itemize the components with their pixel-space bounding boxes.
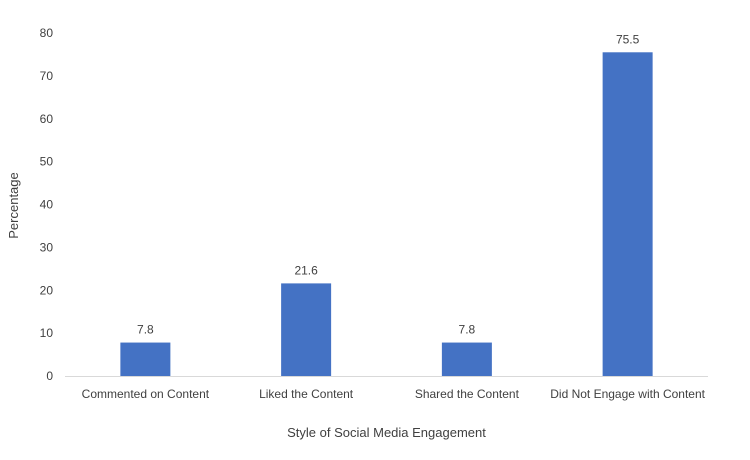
bar — [602, 52, 653, 376]
bar — [281, 283, 332, 376]
x-tick-label: Liked the Content — [259, 387, 354, 401]
bar — [120, 342, 171, 376]
x-tick-label: Did Not Engage with Content — [550, 387, 705, 401]
data-label: 75.5 — [616, 32, 640, 46]
y-tick-label: 0 — [46, 369, 53, 383]
bars-group — [120, 52, 653, 376]
y-tick-label: 70 — [40, 69, 54, 83]
data-label: 7.8 — [459, 323, 476, 337]
x-axis-title: Style of Social Media Engagement — [287, 425, 486, 440]
data-label: 7.8 — [137, 323, 154, 337]
y-tick-label: 30 — [40, 240, 54, 254]
y-tick-label: 50 — [40, 155, 54, 169]
y-tick-label: 20 — [40, 283, 54, 297]
y-tick-label: 60 — [40, 112, 54, 126]
data-label: 21.6 — [294, 263, 318, 277]
bar — [441, 342, 492, 376]
y-axis-ticks: 0 10 20 30 40 50 60 70 80 — [40, 26, 54, 383]
y-tick-label: 80 — [40, 26, 54, 40]
x-tick-label: Shared the Content — [415, 387, 520, 401]
data-labels-group: 7.8 21.6 7.8 75.5 — [137, 32, 640, 336]
x-axis-ticks: Commented on Content Liked the Content Sha… — [82, 387, 706, 401]
y-tick-label: 10 — [40, 326, 54, 340]
x-tick-label: Commented on Content — [82, 387, 210, 401]
y-tick-label: 40 — [40, 198, 54, 212]
y-axis-title: Percentage — [6, 172, 21, 239]
